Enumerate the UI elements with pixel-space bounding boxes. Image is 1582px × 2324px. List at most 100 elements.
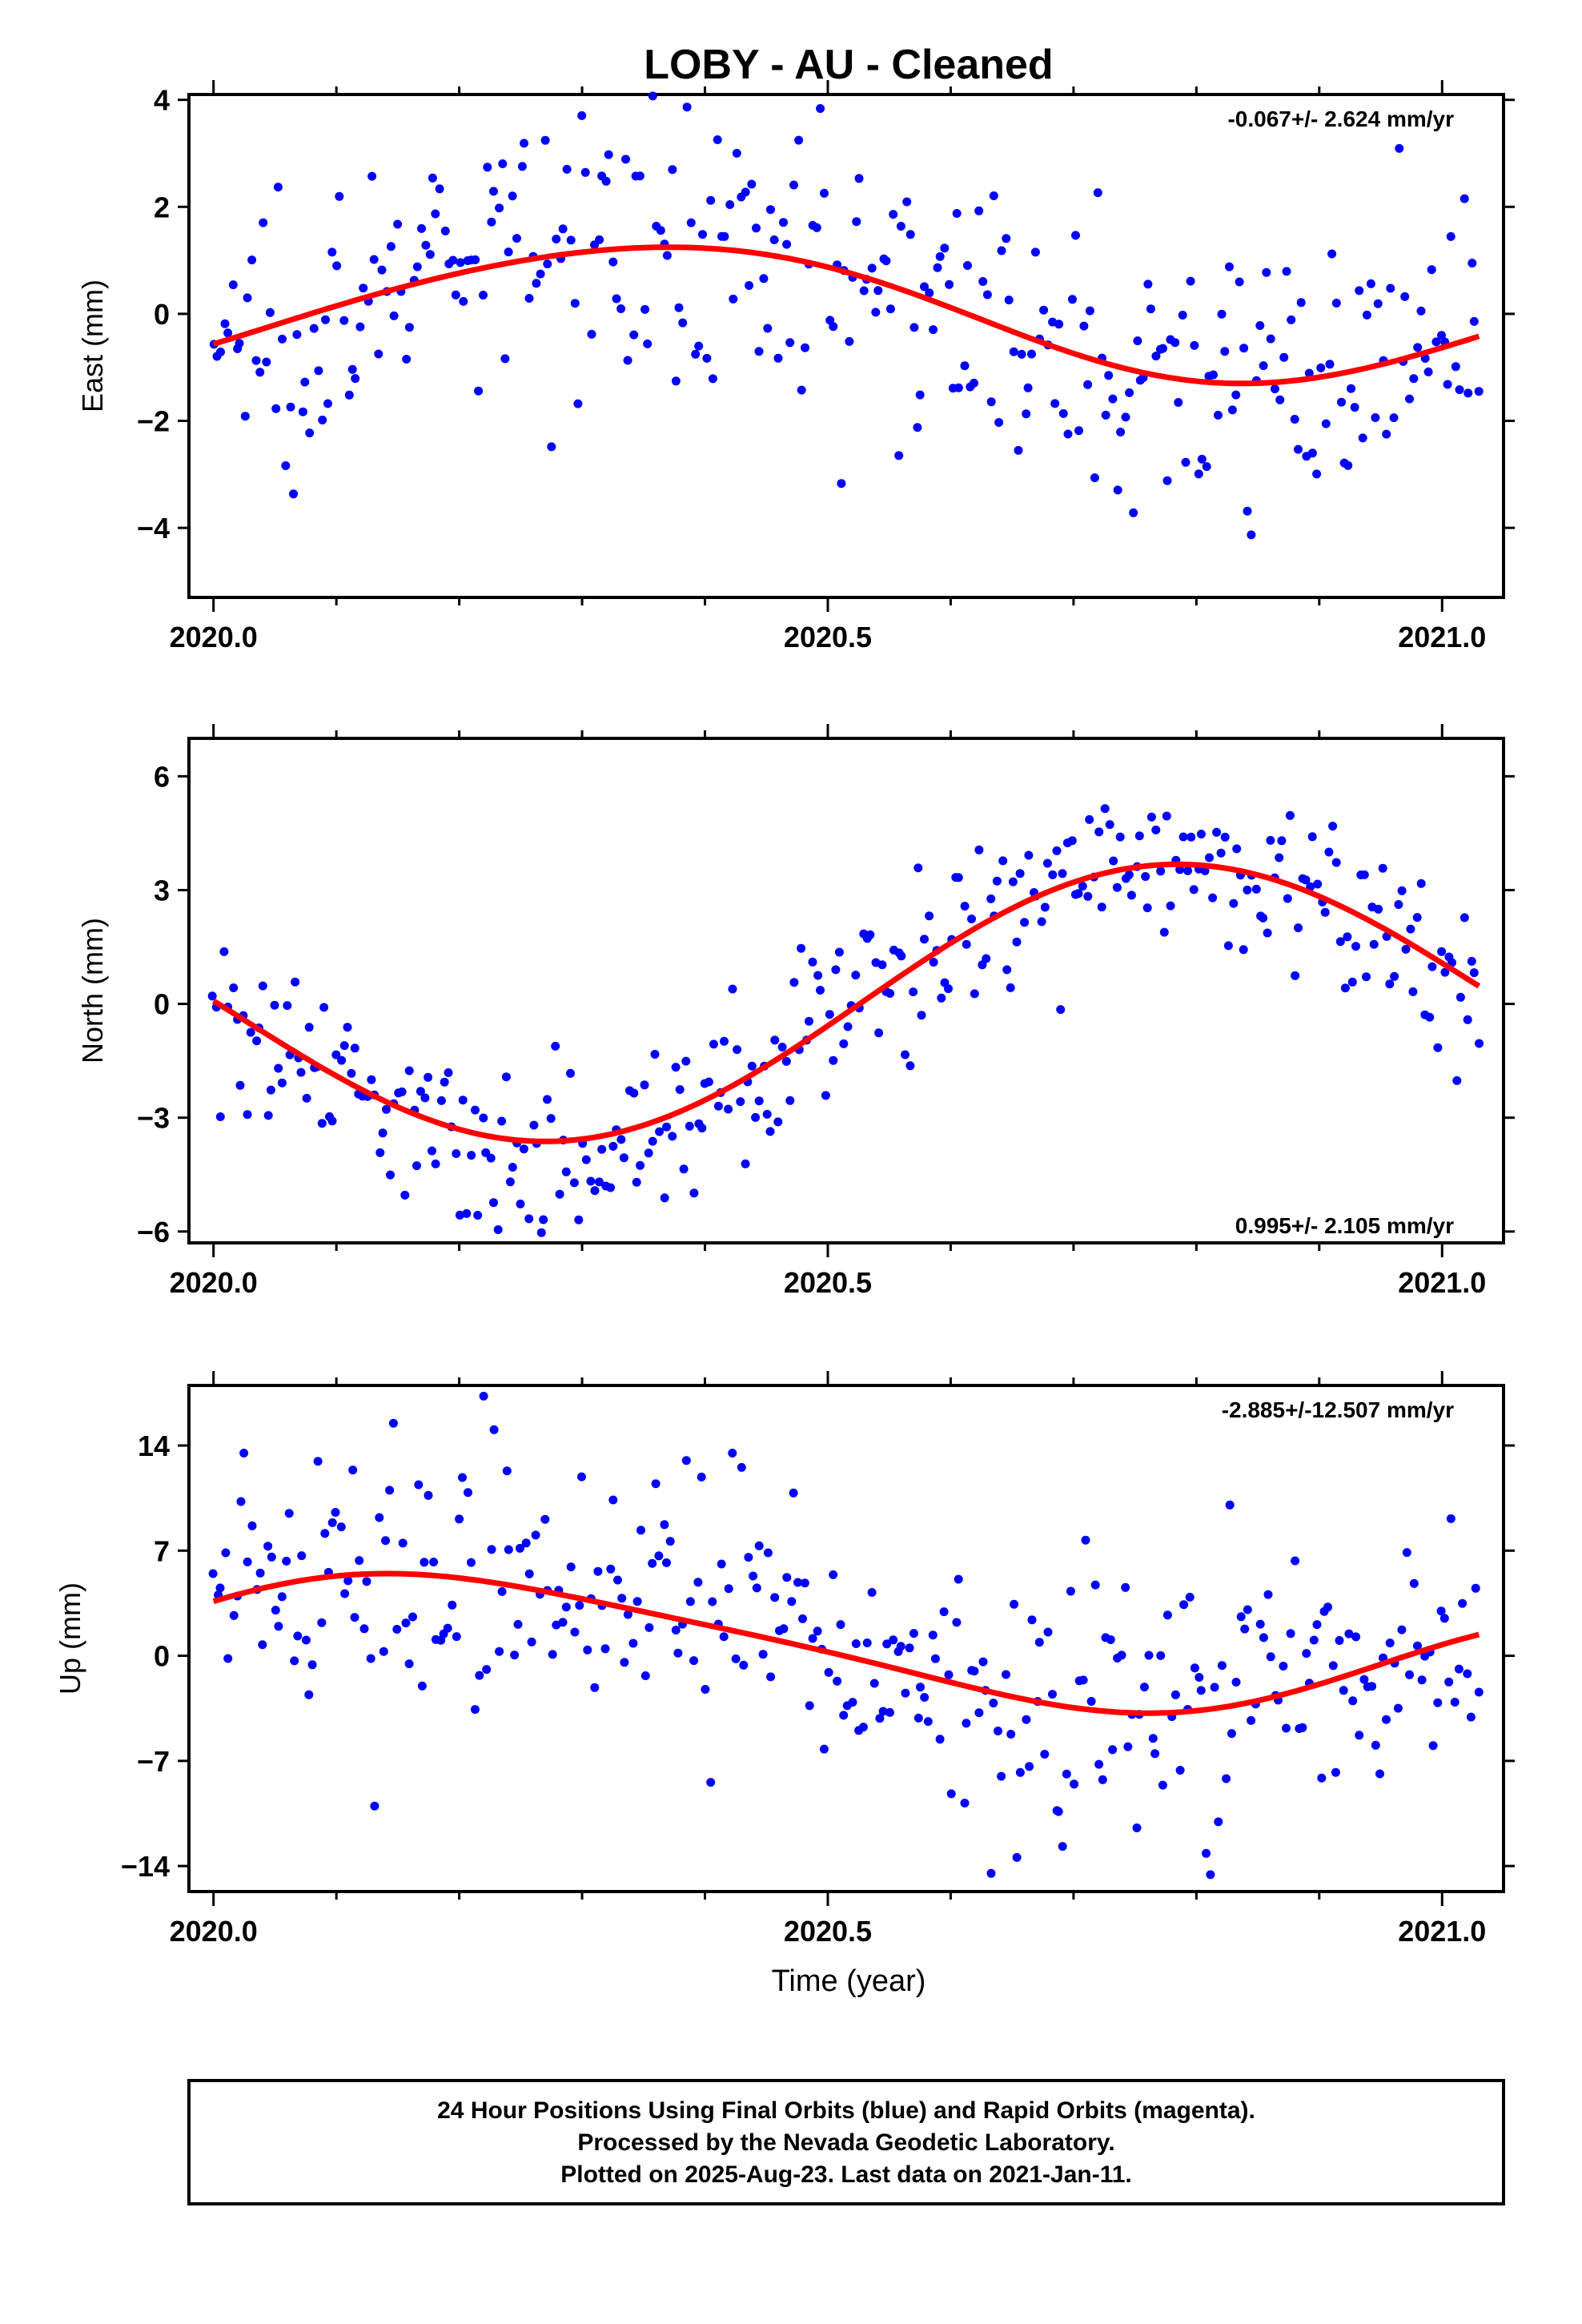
up-data-point [304,1690,314,1699]
up-data-point [320,1529,330,1538]
up-data-point [1405,1670,1414,1679]
north-data-point [331,1050,341,1059]
north-data-point [909,987,918,997]
east-data-point [228,280,238,290]
up-data-point [229,1610,239,1620]
up-data-point [1025,1762,1034,1771]
east-data-point [754,347,764,356]
up-data-point [994,1727,1002,1735]
east-data-point [577,111,587,120]
east-data-point [1468,259,1477,267]
up-data-point [355,1556,364,1566]
east-data-point [289,489,298,499]
up-data-point [221,1548,231,1558]
east-data-point [909,323,919,332]
east-data-point [1275,395,1285,404]
up-data-point [671,1626,681,1634]
north-data-point [1331,858,1341,867]
east-data-point [794,135,804,145]
east-data-point [871,308,881,317]
up-data-point [889,1635,898,1645]
up-data-point [1108,1745,1118,1755]
up-ytick-label: 0 [154,1640,170,1673]
up-data-point [829,1570,838,1579]
east-data-point [281,461,291,470]
north-data-point [566,1068,575,1078]
east-data-point [240,412,250,421]
east-data-point [1474,387,1484,396]
north-data-point [1223,941,1233,951]
up-data-point [340,1589,350,1598]
up-data-point [1185,1592,1195,1602]
north-data-point [1183,866,1192,875]
north-data-point [954,873,963,883]
up-data-point [336,1522,346,1532]
north-data-point [215,1112,225,1121]
up-data-point [1006,1730,1016,1739]
east-data-point [512,234,521,243]
east-data-point [321,315,330,324]
up-data-point [1309,1635,1319,1645]
east-data-point [925,288,934,298]
east-data-point [837,479,846,489]
up-data-point [417,1681,427,1691]
north-data-point [471,1105,480,1115]
east-data-point [725,200,735,209]
north-data-point [274,1063,283,1073]
up-data-point [366,1654,375,1663]
east-data-point [881,256,891,266]
east-data-point [1079,321,1089,331]
east-data-point [668,165,677,175]
up-data-point [1175,1766,1185,1775]
east-data-point [963,261,972,270]
east-data-point [1071,231,1080,240]
up-data-point [1317,1773,1327,1783]
east-ytick-label: 2 [154,191,170,223]
east-data-point [986,397,996,407]
up-data-point [1195,1673,1204,1682]
up-data-point [1339,1686,1348,1695]
up-data-point [570,1627,580,1637]
east-data-point [428,173,437,183]
north-data-point [660,1193,669,1203]
up-data-point [805,1701,814,1711]
up-data-point [475,1671,484,1680]
up-data-point [1010,1599,1019,1609]
up-data-point [513,1619,523,1629]
east-data-point [425,250,435,259]
east-data-point [1437,331,1446,340]
north-data-point [258,981,267,991]
up-data-point [1121,1582,1130,1592]
east-data-point [265,308,275,317]
north-data-point [960,902,970,911]
up-ytick-label: −14 [121,1850,170,1883]
north-data-point [1002,965,1012,975]
east-data-point [1347,384,1355,393]
east-data-point [1389,413,1399,423]
up-xtick-label: 2020.0 [170,1915,258,1948]
north-data-point [569,1178,579,1188]
east-data-point [1343,460,1353,470]
up-data-point [752,1583,761,1593]
up-data-point [640,1671,650,1680]
north-data-point [1040,903,1050,912]
east-data-point [1231,390,1241,400]
up-data-point [1371,1740,1380,1750]
east-data-point [223,328,233,338]
east-data-point [656,226,665,235]
north-data-point [834,947,844,957]
east-data-point [1287,315,1296,324]
east-data-point [532,279,541,288]
north-data-point [246,1027,255,1037]
up-data-point [952,1618,962,1627]
north-data-point [724,1104,733,1114]
east-data-point [1243,506,1252,516]
north-data-point [636,1160,645,1170]
north-data-point [1259,913,1268,923]
east-data-point [1063,429,1073,439]
east-data-point [643,339,652,348]
east-data-point [747,179,757,189]
east-data-point [1113,485,1122,495]
north-data-point [347,1068,356,1078]
east-data-point [621,155,630,164]
